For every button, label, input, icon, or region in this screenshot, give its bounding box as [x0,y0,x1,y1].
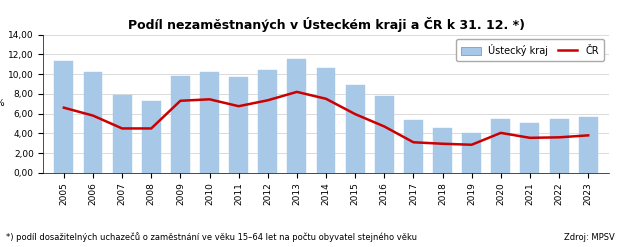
Text: Zdroj: MPSV: Zdroj: MPSV [564,233,615,242]
Bar [579,117,597,173]
Bar [288,59,306,173]
Bar [346,85,365,173]
Bar [112,95,132,173]
Bar [171,76,190,173]
Bar [520,123,540,173]
Y-axis label: %: % [0,99,4,108]
Bar [404,120,423,173]
Bar [317,68,335,173]
Bar [375,96,394,173]
Bar [258,70,277,173]
Legend: Ústecký kraj, ČR: Ústecký kraj, ČR [456,40,604,61]
Bar [491,119,510,173]
Bar [142,101,161,173]
Title: Podíl nezaměstnaných v Ústeckém kraji a ČR k 31. 12. *): Podíl nezaměstnaných v Ústeckém kraji a … [127,17,525,32]
Bar [229,77,248,173]
Text: *) podíl dosažitelných uchazečů o zaměstnání ve věku 15–64 let na počtu obyvatel: *) podíl dosažitelných uchazečů o zaměst… [6,232,417,242]
Bar [433,128,452,173]
Bar [462,133,481,173]
Bar [550,119,569,173]
Bar [83,72,102,173]
Bar [200,72,219,173]
Bar [55,61,73,173]
